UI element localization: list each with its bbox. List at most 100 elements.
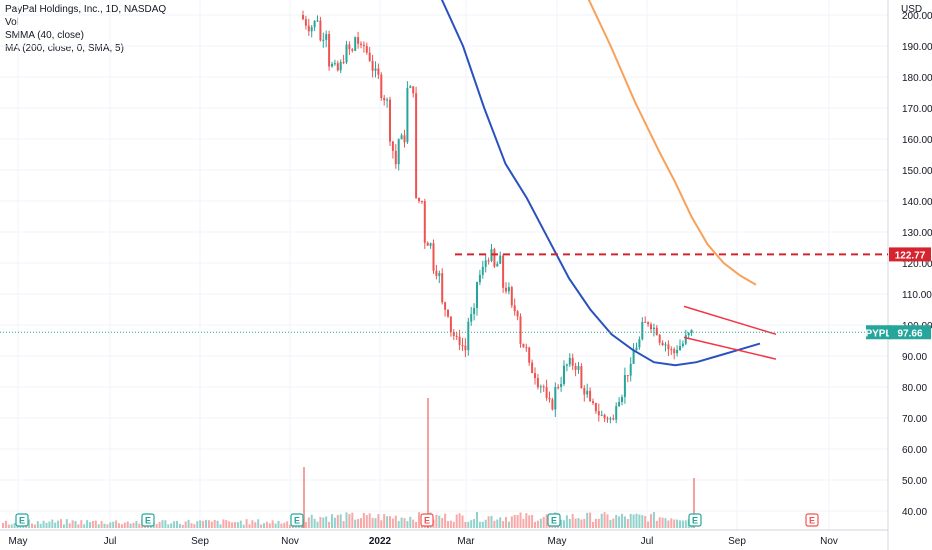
volume-bar: [418, 512, 420, 528]
volume-bar: [458, 513, 461, 528]
candle-body: [354, 37, 357, 51]
volume-bar: [120, 524, 123, 528]
volume-bar: [126, 521, 129, 528]
volume-bar: [684, 520, 687, 528]
volume-bar: [603, 512, 606, 528]
volume-bar: [7, 524, 10, 528]
volume-bar: [339, 514, 342, 528]
candle-body: [577, 366, 580, 370]
y-tick-label: 90.00: [902, 352, 927, 363]
volume-bar: [181, 524, 184, 528]
candle-body: [441, 273, 444, 303]
candle-body: [351, 49, 354, 51]
volume-bar: [594, 518, 597, 528]
candle-body: [554, 386, 557, 410]
x-tick-label: Mar: [457, 536, 475, 547]
volume-bar: [542, 516, 545, 528]
volume-bar: [374, 518, 377, 528]
x-tick-label: Sep: [728, 536, 746, 547]
volume-bar: [545, 514, 548, 528]
volume-bar: [679, 520, 681, 528]
volume-bar: [539, 518, 542, 528]
volume-bar: [650, 514, 652, 528]
volume-bar: [51, 519, 54, 528]
candle-body: [661, 342, 664, 346]
volume-bar: [257, 519, 260, 528]
volume-bar: [268, 523, 271, 528]
volume-bar: [513, 514, 516, 528]
candle-body: [583, 388, 586, 395]
candle-body: [412, 86, 415, 94]
x-tick-label: May: [548, 536, 567, 547]
ma-200-line: [587, 0, 757, 286]
volume-bar: [519, 512, 522, 528]
volume-bar: [644, 516, 647, 528]
volume-bar: [531, 514, 534, 528]
volume-bar: [193, 524, 196, 528]
earnings-marker-label: E: [692, 516, 698, 526]
candle-body: [368, 52, 371, 61]
volume-bar: [368, 513, 371, 528]
volume-bar: [641, 515, 644, 528]
candle-body: [647, 322, 650, 325]
x-tick-label: May: [9, 536, 28, 547]
candle-body: [586, 390, 589, 395]
candle-body: [374, 68, 377, 71]
x-tick-label: Sep: [191, 536, 209, 547]
volume-bar: [389, 516, 391, 528]
volume-bar: [33, 524, 36, 528]
candle-body: [360, 43, 362, 45]
volume-bar: [178, 523, 181, 528]
volume-bar: [71, 520, 74, 528]
volume-bar: [409, 516, 412, 528]
volume-bar: [57, 520, 60, 528]
candle-body: [391, 141, 394, 151]
volume-spike: [303, 467, 305, 528]
candle-body: [652, 327, 655, 330]
candle-body: [342, 62, 345, 64]
earnings-marker-label: E: [145, 516, 151, 526]
candle-body: [687, 332, 690, 336]
volume-bar: [184, 521, 187, 528]
volume-bar: [357, 518, 360, 528]
volume-bar: [129, 523, 132, 528]
candle-body: [650, 324, 652, 330]
volume-bar: [228, 521, 231, 528]
candle-body: [615, 406, 618, 420]
volume-bar: [328, 521, 331, 528]
y-tick-label: 140.00: [902, 197, 932, 208]
candle-body: [435, 270, 438, 276]
volume-bar: [403, 518, 406, 528]
candle-body: [444, 302, 447, 310]
candle-body: [597, 411, 600, 416]
volume-bar: [586, 512, 589, 528]
candle-body: [487, 260, 490, 262]
volume-bar: [112, 521, 115, 528]
candle-body: [345, 44, 348, 63]
volume-bar: [658, 517, 661, 528]
volume-bar: [277, 520, 280, 528]
volume-bar: [473, 519, 476, 528]
volume-bar: [164, 520, 167, 528]
volume-bar: [248, 524, 251, 528]
volume-bar: [207, 520, 210, 528]
y-tick-label: 190.00: [902, 42, 932, 53]
candle-body: [365, 46, 368, 53]
candle-body: [481, 266, 484, 275]
candle-body: [664, 344, 667, 346]
volume-bar: [400, 517, 403, 528]
volume-bar: [618, 516, 621, 528]
y-tick-label: 200.00: [902, 11, 932, 22]
volume-bar: [176, 520, 178, 528]
candle-body: [348, 44, 351, 50]
volume-bar: [534, 521, 536, 528]
volume-bar: [109, 522, 112, 528]
volume-bar: [286, 521, 289, 528]
volume-bar: [467, 521, 470, 528]
volume-bar: [2, 522, 4, 528]
candle-body: [336, 63, 339, 71]
y-tick-label: 150.00: [902, 166, 932, 177]
smma-40-line: [440, 0, 761, 367]
earnings-marker: [547, 513, 561, 527]
